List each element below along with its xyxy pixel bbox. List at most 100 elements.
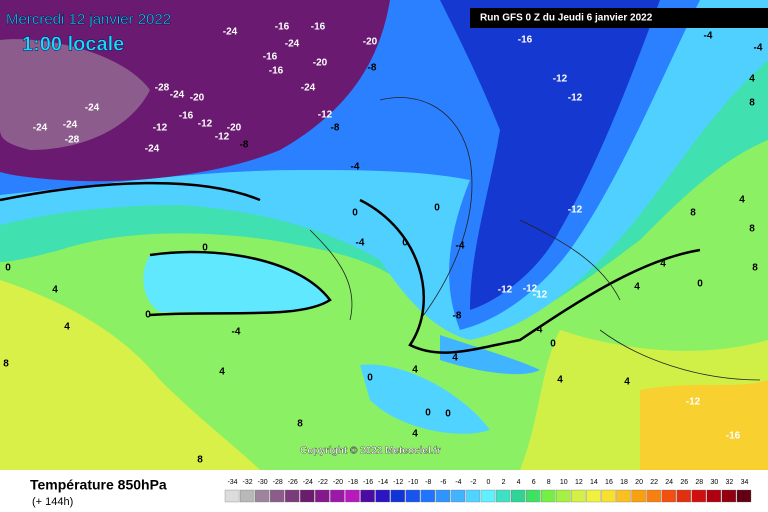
- contour-label: -4: [351, 162, 360, 173]
- contour-label: -12: [498, 285, 513, 296]
- scale-swatch: [450, 489, 466, 503]
- contour-label: -16: [275, 22, 290, 33]
- contour-label: 0: [550, 339, 556, 350]
- scale-swatch: [285, 489, 300, 503]
- scale-swatch: [360, 489, 375, 503]
- scale-tick-label: 10: [560, 479, 568, 486]
- scale-swatch: [435, 489, 451, 503]
- scale-tick-label: 4: [517, 479, 521, 486]
- contour-label: 4: [557, 375, 563, 386]
- contour-label: -16: [179, 111, 194, 122]
- scale-swatch: [300, 489, 315, 503]
- scale-tick-label: 32: [726, 479, 734, 486]
- contour-label: -12: [553, 74, 568, 85]
- scale-swatch: [646, 489, 661, 503]
- contour-labels: -24 -16 -16-24-16-20-16-28-24 -20-24-24 -24-…: [3, 20, 763, 466]
- contour-label: 0: [202, 243, 208, 254]
- cold-zone: [143, 252, 330, 313]
- scale-swatch: [224, 489, 240, 503]
- scale-tick-label: -14: [378, 479, 388, 486]
- scale-tick-label: -22: [318, 479, 328, 486]
- contour-label: 8: [690, 208, 696, 219]
- contour-label: -16: [726, 431, 741, 442]
- scale-tick-label: -18: [348, 479, 358, 486]
- scale-tick-label: 0: [487, 479, 491, 486]
- contour-label: -12: [318, 110, 333, 121]
- scale-tick-label: -16: [363, 479, 373, 486]
- contour-label: 0: [434, 203, 440, 214]
- contour-label: -4: [232, 327, 241, 338]
- scale-swatch: [676, 489, 691, 503]
- very-cold-zone: [440, 0, 660, 310]
- scale-swatch: [420, 489, 435, 503]
- contour-label: -24: [63, 120, 78, 131]
- contour-label: -16: [263, 52, 278, 63]
- contour-label: 8: [3, 359, 9, 370]
- scale-tick-label: 26: [680, 479, 688, 486]
- cold-zone: [360, 364, 490, 434]
- scale-swatch: [616, 489, 631, 503]
- contour-label: 4: [739, 195, 745, 206]
- scale-tick-label: 18: [620, 479, 628, 486]
- contour-label: -4: [534, 325, 543, 336]
- contour-label: -4: [456, 241, 465, 252]
- contour-label: -20: [313, 58, 328, 69]
- contour-label: -4: [754, 43, 763, 54]
- contour-label: 4: [452, 353, 458, 364]
- contour-label: 0: [352, 208, 358, 219]
- contour-label: 4: [52, 285, 58, 296]
- isotherm-zero: [0, 181, 701, 354]
- scale-tick-label: -2: [470, 479, 476, 486]
- scale-tick-label: 28: [695, 479, 703, 486]
- contour-label: -4: [356, 238, 365, 249]
- contour-label: 0: [145, 310, 151, 321]
- copyright: Copyright © 2022 Meteociel.fr: [300, 446, 441, 457]
- scale-swatch: [254, 489, 270, 503]
- contour-label: 4: [412, 365, 418, 376]
- contour-label: -12: [523, 284, 538, 295]
- contour-label: 0: [697, 279, 703, 290]
- cold-zone: [440, 335, 540, 375]
- scale-tick-label: -24: [303, 479, 313, 486]
- contour-label: 0: [402, 238, 408, 249]
- scale-swatch: [330, 489, 345, 503]
- scale-swatch: [375, 489, 390, 503]
- scale-tick-label: 30: [710, 479, 718, 486]
- contour-label: 8: [749, 98, 755, 109]
- arctic-zone: [0, 39, 150, 150]
- scale-tick-label: 8: [547, 479, 551, 486]
- scale-swatch: [495, 489, 511, 503]
- run-banner: [470, 8, 768, 28]
- scale-tick-label: -6: [440, 479, 446, 486]
- contour-label: -12: [686, 397, 701, 408]
- scale-swatch: [736, 489, 752, 503]
- scale-tick-label: -34: [227, 479, 237, 486]
- scale-tick-label: 6: [532, 479, 536, 486]
- contour-label: 8: [752, 263, 758, 274]
- contour-label: -12: [533, 290, 548, 301]
- contour-label: 0: [5, 263, 11, 274]
- contour-label: -16: [269, 66, 284, 77]
- footer-lead: (+ 144h): [32, 496, 73, 508]
- contour-label: -8: [368, 63, 377, 74]
- contour-label: 8: [197, 455, 203, 466]
- scale-tick-label: 14: [590, 479, 598, 486]
- scale-swatch: [661, 489, 676, 503]
- scale-swatch: [691, 489, 706, 503]
- scale-swatch: [556, 489, 571, 503]
- footer-title: Température 850hPa: [30, 477, 167, 493]
- scale-tick-label: 24: [665, 479, 673, 486]
- contour-label: 4: [634, 282, 640, 293]
- contour-label: -8: [331, 123, 340, 134]
- scale-tick-label: 12: [575, 479, 583, 486]
- scale-swatch: [721, 489, 737, 503]
- contour-label: -28: [65, 135, 80, 146]
- contour-label: -20: [227, 123, 242, 134]
- map-date: Mercredi 12 janvier 2022: [6, 11, 171, 28]
- contour-label: -28: [155, 83, 170, 94]
- scale-tick-label: -4: [455, 479, 461, 486]
- run-info: Run GFS 0 Z du Jeudi 6 janvier 2022: [480, 13, 653, 24]
- contour-label: -20: [363, 37, 378, 48]
- scale-tick-label: -28: [273, 479, 283, 486]
